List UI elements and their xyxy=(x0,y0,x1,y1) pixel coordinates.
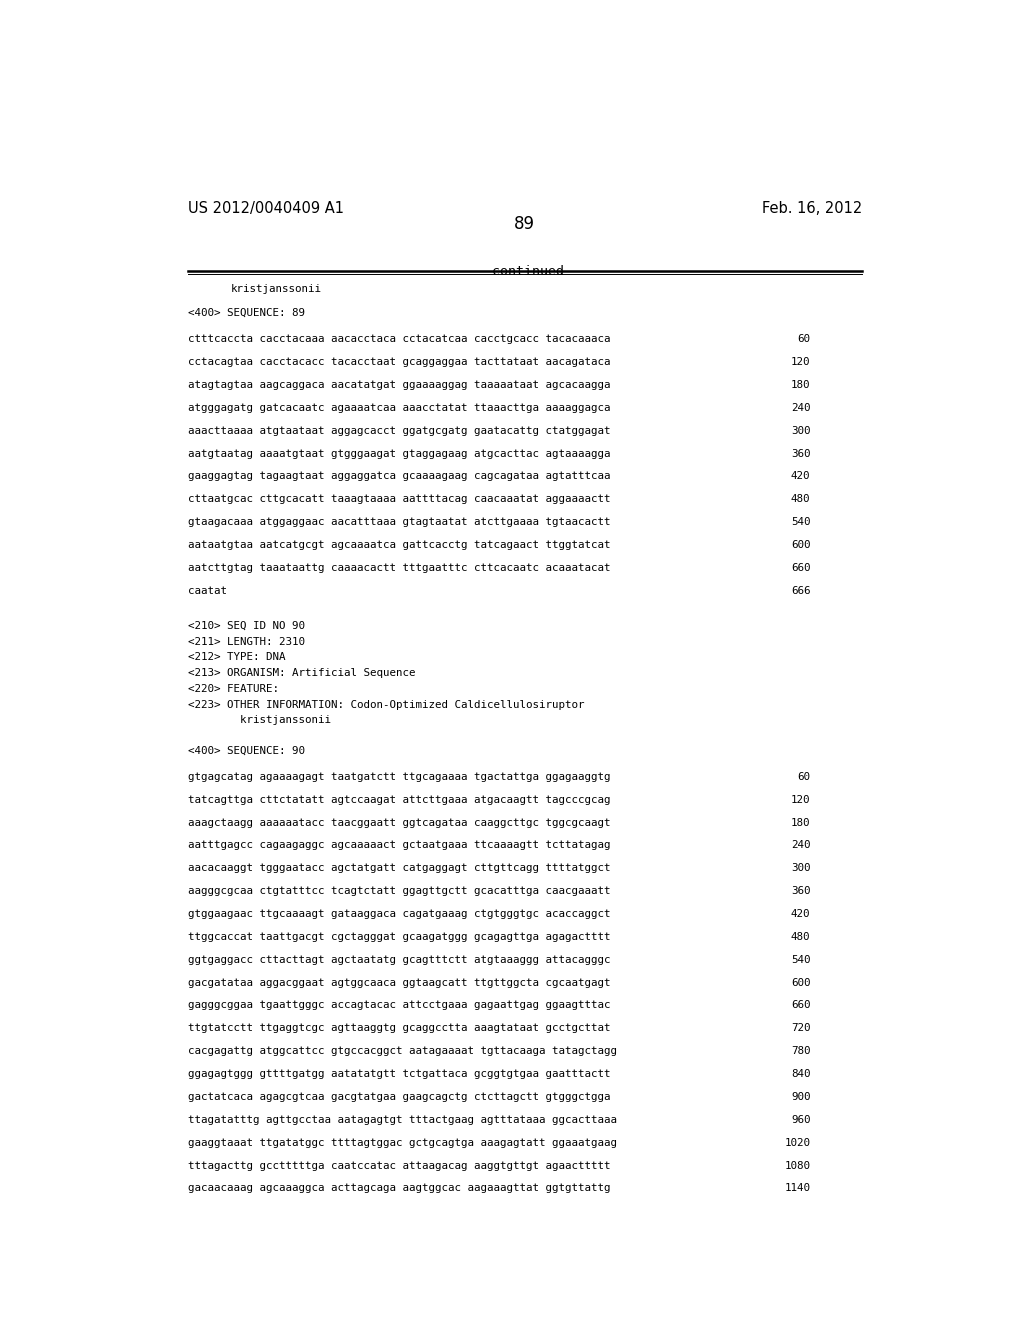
Text: aatcttgtag taaataattg caaaacactt tttgaatttc cttcacaatc acaaatacat: aatcttgtag taaataattg caaaacactt tttgaat… xyxy=(187,562,610,573)
Text: aatgtaatag aaaatgtaat gtgggaagat gtaggagaag atgcacttac agtaaaagga: aatgtaatag aaaatgtaat gtgggaagat gtaggag… xyxy=(187,449,610,458)
Text: 540: 540 xyxy=(791,517,811,527)
Text: cttaatgcac cttgcacatt taaagtaaaa aattttacag caacaaatat aggaaaactt: cttaatgcac cttgcacatt taaagtaaaa aatttta… xyxy=(187,494,610,504)
Text: 960: 960 xyxy=(791,1115,811,1125)
Text: 360: 360 xyxy=(791,449,811,458)
Text: 666: 666 xyxy=(791,586,811,595)
Text: 180: 180 xyxy=(791,817,811,828)
Text: gagggcggaa tgaattgggc accagtacac attcctgaaa gagaattgag ggaagtttac: gagggcggaa tgaattgggc accagtacac attcctg… xyxy=(187,1001,610,1011)
Text: 480: 480 xyxy=(791,494,811,504)
Text: aaacttaaaa atgtaataat aggagcacct ggatgcgatg gaatacattg ctatggagat: aaacttaaaa atgtaataat aggagcacct ggatgcg… xyxy=(187,426,610,436)
Text: ggagagtggg gttttgatgg aatatatgtt tctgattaca gcggtgtgaa gaatttactt: ggagagtggg gttttgatgg aatatatgtt tctgatt… xyxy=(187,1069,610,1078)
Text: gaaggtaaat ttgatatggc ttttagtggac gctgcagtga aaagagtatt ggaaatgaag: gaaggtaaat ttgatatggc ttttagtggac gctgca… xyxy=(187,1138,616,1147)
Text: gactatcaca agagcgtcaa gacgtatgaa gaagcagctg ctcttagctt gtgggctgga: gactatcaca agagcgtcaa gacgtatgaa gaagcag… xyxy=(187,1092,610,1102)
Text: US 2012/0040409 A1: US 2012/0040409 A1 xyxy=(187,201,343,216)
Text: 300: 300 xyxy=(791,426,811,436)
Text: gacgatataa aggacggaat agtggcaaca ggtaagcatt ttgttggcta cgcaatgagt: gacgatataa aggacggaat agtggcaaca ggtaagc… xyxy=(187,978,610,987)
Text: <212> TYPE: DNA: <212> TYPE: DNA xyxy=(187,652,285,663)
Text: 1020: 1020 xyxy=(784,1138,811,1147)
Text: aatttgagcc cagaagaggc agcaaaaact gctaatgaaa ttcaaaagtt tcttatagag: aatttgagcc cagaagaggc agcaaaaact gctaatg… xyxy=(187,841,610,850)
Text: 660: 660 xyxy=(791,1001,811,1011)
Text: gtggaagaac ttgcaaaagt gataaggaca cagatgaaag ctgtgggtgc acaccaggct: gtggaagaac ttgcaaaagt gataaggaca cagatga… xyxy=(187,909,610,919)
Text: <223> OTHER INFORMATION: Codon-Optimized Caldicellulosiruptor: <223> OTHER INFORMATION: Codon-Optimized… xyxy=(187,700,584,710)
Text: cctacagtaa cacctacacc tacacctaat gcaggaggaa tacttataat aacagataca: cctacagtaa cacctacacc tacacctaat gcaggag… xyxy=(187,358,610,367)
Text: 720: 720 xyxy=(791,1023,811,1034)
Text: 120: 120 xyxy=(791,795,811,805)
Text: <400> SEQUENCE: 89: <400> SEQUENCE: 89 xyxy=(187,308,304,318)
Text: ctttcaccta cacctacaaa aacacctaca cctacatcaa cacctgcacc tacacaaaca: ctttcaccta cacctacaaa aacacctaca cctacat… xyxy=(187,334,610,345)
Text: 60: 60 xyxy=(798,334,811,345)
Text: kristjanssonii: kristjanssonii xyxy=(187,715,331,726)
Text: 900: 900 xyxy=(791,1092,811,1102)
Text: caatat: caatat xyxy=(187,586,226,595)
Text: ggtgaggacc cttacttagt agctaatatg gcagtttctt atgtaaaggg attacagggc: ggtgaggacc cttacttagt agctaatatg gcagttt… xyxy=(187,954,610,965)
Text: <400> SEQUENCE: 90: <400> SEQUENCE: 90 xyxy=(187,746,304,755)
Text: 420: 420 xyxy=(791,909,811,919)
Text: ttggcaccat taattgacgt cgctagggat gcaagatggg gcagagttga agagactttt: ttggcaccat taattgacgt cgctagggat gcaagat… xyxy=(187,932,610,942)
Text: <220> FEATURE:: <220> FEATURE: xyxy=(187,684,279,694)
Text: ttagatatttg agttgcctaa aatagagtgt tttactgaag agtttataaa ggcacttaaa: ttagatatttg agttgcctaa aatagagtgt tttact… xyxy=(187,1115,616,1125)
Text: -continued: -continued xyxy=(484,265,565,279)
Text: tttagacttg gcctttttga caatccatac attaagacag aaggtgttgt agaacttttt: tttagacttg gcctttttga caatccatac attaaga… xyxy=(187,1160,610,1171)
Text: gacaacaaag agcaaaggca acttagcaga aagtggcac aagaaagttat ggtgttattg: gacaacaaag agcaaaggca acttagcaga aagtggc… xyxy=(187,1184,610,1193)
Text: gtaagacaaa atggaggaac aacatttaaa gtagtaatat atcttgaaaa tgtaacactt: gtaagacaaa atggaggaac aacatttaaa gtagtaa… xyxy=(187,517,610,527)
Text: cacgagattg atggcattcc gtgccacggct aatagaaaat tgttacaaga tatagctagg: cacgagattg atggcattcc gtgccacggct aataga… xyxy=(187,1047,616,1056)
Text: aaagctaagg aaaaaatacc taacggaatt ggtcagataa caaggcttgc tggcgcaagt: aaagctaagg aaaaaatacc taacggaatt ggtcaga… xyxy=(187,817,610,828)
Text: 1140: 1140 xyxy=(784,1184,811,1193)
Text: 600: 600 xyxy=(791,540,811,550)
Text: 540: 540 xyxy=(791,954,811,965)
Text: aacacaaggt tgggaatacc agctatgatt catgaggagt cttgttcagg ttttatggct: aacacaaggt tgggaatacc agctatgatt catgagg… xyxy=(187,863,610,874)
Text: ttgtatcctt ttgaggtcgc agttaaggtg gcaggcctta aaagtataat gcctgcttat: ttgtatcctt ttgaggtcgc agttaaggtg gcaggcc… xyxy=(187,1023,610,1034)
Text: 240: 240 xyxy=(791,403,811,413)
Text: Feb. 16, 2012: Feb. 16, 2012 xyxy=(762,201,862,216)
Text: 660: 660 xyxy=(791,562,811,573)
Text: tatcagttga cttctatatt agtccaagat attcttgaaa atgacaagtt tagcccgcag: tatcagttga cttctatatt agtccaagat attcttg… xyxy=(187,795,610,805)
Text: 300: 300 xyxy=(791,863,811,874)
Text: gtgagcatag agaaaagagt taatgatctt ttgcagaaaa tgactattga ggagaaggtg: gtgagcatag agaaaagagt taatgatctt ttgcaga… xyxy=(187,772,610,781)
Text: aataatgtaa aatcatgcgt agcaaaatca gattcacctg tatcagaact ttggtatcat: aataatgtaa aatcatgcgt agcaaaatca gattcac… xyxy=(187,540,610,550)
Text: 89: 89 xyxy=(514,215,536,234)
Text: <210> SEQ ID NO 90: <210> SEQ ID NO 90 xyxy=(187,620,304,631)
Text: 840: 840 xyxy=(791,1069,811,1078)
Text: atagtagtaa aagcaggaca aacatatgat ggaaaaggag taaaaataat agcacaagga: atagtagtaa aagcaggaca aacatatgat ggaaaag… xyxy=(187,380,610,389)
Text: <213> ORGANISM: Artificial Sequence: <213> ORGANISM: Artificial Sequence xyxy=(187,668,415,678)
Text: 60: 60 xyxy=(798,772,811,781)
Text: 360: 360 xyxy=(791,886,811,896)
Text: 180: 180 xyxy=(791,380,811,389)
Text: 780: 780 xyxy=(791,1047,811,1056)
Text: 480: 480 xyxy=(791,932,811,942)
Text: <211> LENGTH: 2310: <211> LENGTH: 2310 xyxy=(187,636,304,647)
Text: gaaggagtag tagaagtaat aggaggatca gcaaaagaag cagcagataa agtatttcaa: gaaggagtag tagaagtaat aggaggatca gcaaaag… xyxy=(187,471,610,482)
Text: kristjanssonii: kristjanssonii xyxy=(231,284,323,294)
Text: aagggcgcaa ctgtatttcc tcagtctatt ggagttgctt gcacatttga caacgaaatt: aagggcgcaa ctgtatttcc tcagtctatt ggagttg… xyxy=(187,886,610,896)
Text: 420: 420 xyxy=(791,471,811,482)
Text: 120: 120 xyxy=(791,358,811,367)
Text: 600: 600 xyxy=(791,978,811,987)
Text: atgggagatg gatcacaatc agaaaatcaa aaacctatat ttaaacttga aaaaggagca: atgggagatg gatcacaatc agaaaatcaa aaaccta… xyxy=(187,403,610,413)
Text: 1080: 1080 xyxy=(784,1160,811,1171)
Text: 240: 240 xyxy=(791,841,811,850)
